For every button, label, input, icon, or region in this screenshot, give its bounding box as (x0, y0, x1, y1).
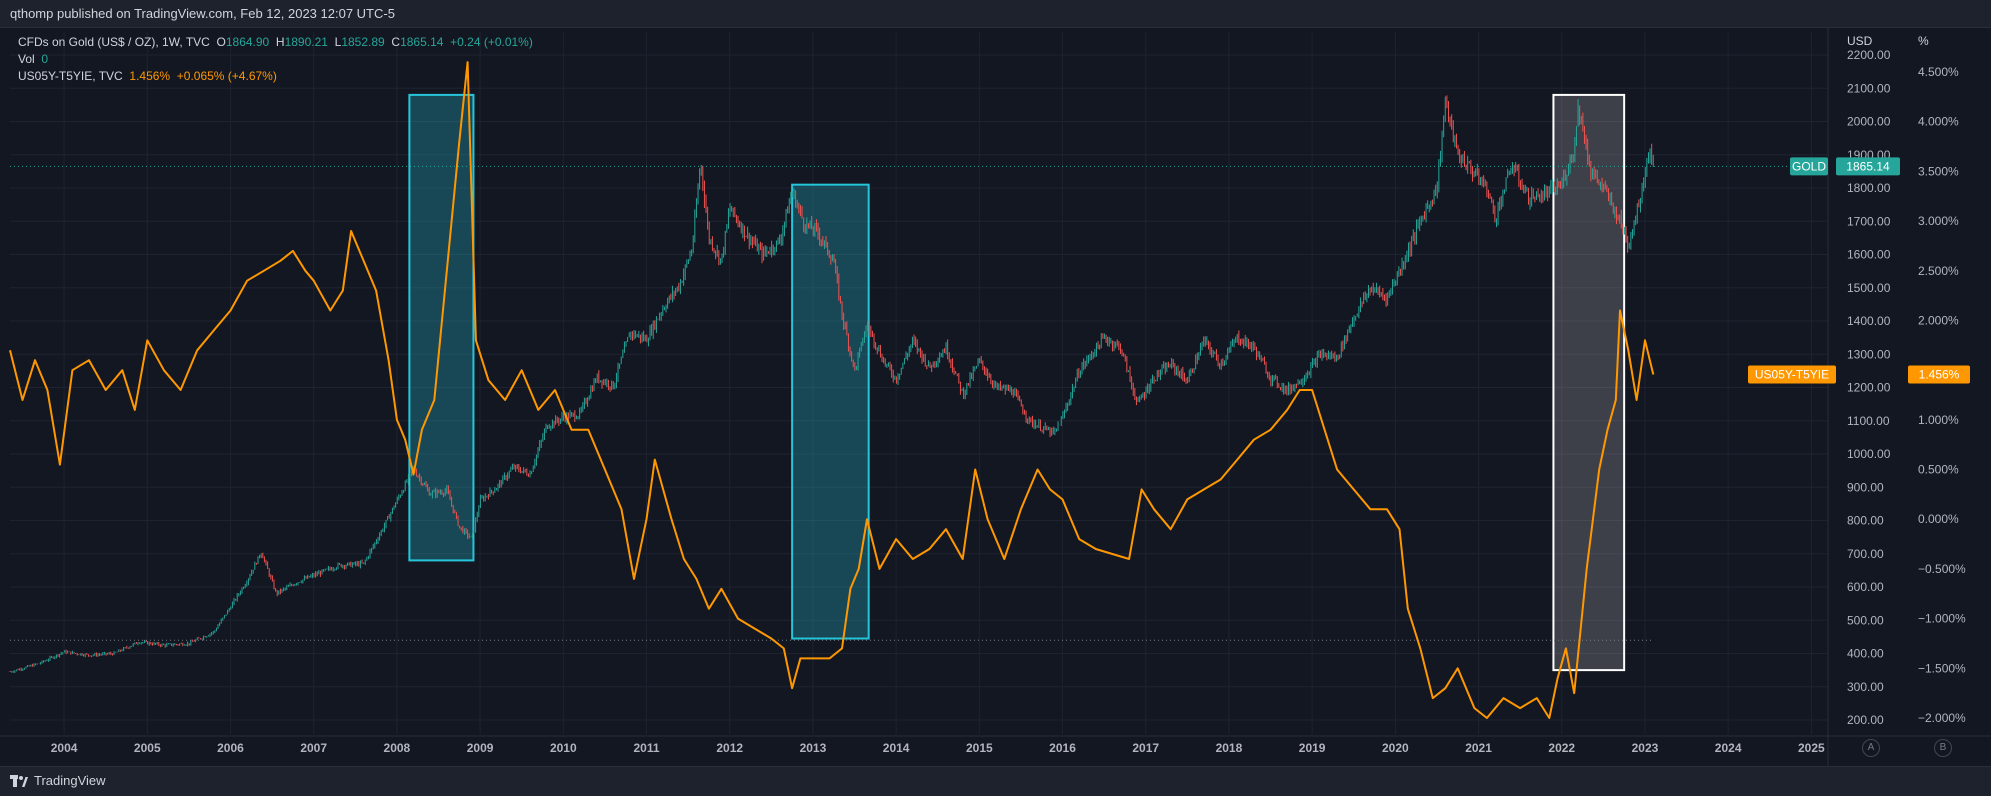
spread-tag-label-bg (1748, 365, 1836, 384)
time-tick-label: 2014 (883, 741, 910, 755)
legend-high: 1890.21 (284, 35, 328, 49)
usd-tick-label: 700.00 (1847, 547, 1884, 561)
legend-gold-name: CFDs on Gold (US$ / OZ), 1W, TVC (18, 35, 210, 49)
chart-canvas[interactable]: USD %2200.002100.002000.001900.001800.001… (0, 28, 1991, 766)
legend-low: 1852.89 (341, 35, 385, 49)
gold-candles (9, 95, 1654, 673)
time-tick-label: 2007 (300, 741, 327, 755)
pct-tick-label: 0.000% (1918, 512, 1959, 526)
pct-tick-label: 3.500% (1918, 164, 1959, 178)
pct-tick-label: 4.500% (1918, 65, 1959, 79)
pct-tick-label: 0.500% (1918, 463, 1959, 477)
tradingview-brand-text: TradingView (34, 773, 106, 788)
auto-scale-button-a[interactable]: A (1862, 739, 1880, 757)
highlight-box-3 (1552, 93, 1626, 672)
pct-tick-label: 2.000% (1918, 313, 1959, 327)
usd-tick-label: 2000.00 (1847, 115, 1891, 129)
pct-tick-label: 4.000% (1918, 115, 1959, 129)
time-tick-label: 2019 (1299, 741, 1326, 755)
spread-tag-value-bg (1908, 365, 1970, 384)
usd-tick-label: 400.00 (1847, 647, 1884, 661)
usd-tick-label: 1200.00 (1847, 381, 1891, 395)
legend-open: 1864.90 (225, 35, 270, 49)
time-tick-label: 2016 (1049, 741, 1076, 755)
legend-o-label: O (216, 35, 226, 49)
spread-tag-label: US05Y-T5YIE (1755, 368, 1829, 382)
usd-tick-label: 300.00 (1847, 680, 1884, 694)
usd-tick-label: 600.00 (1847, 580, 1884, 594)
legend-vol-label: Vol (18, 52, 35, 66)
usd-tick-label: 1100.00 (1847, 414, 1890, 428)
time-tick-label: 2022 (1548, 741, 1575, 755)
legend-gold-change: +0.24 (+0.01%) (450, 35, 533, 49)
time-tick-label: 2025 (1798, 741, 1825, 755)
legend-spread-name: US05Y-T5YIE, TVC (18, 69, 123, 83)
time-tick-label: 2009 (467, 741, 494, 755)
pct-tick-label: −1.000% (1918, 612, 1966, 626)
usd-tick-label: 1500.00 (1847, 281, 1891, 295)
usd-tick-label: 1400.00 (1847, 314, 1891, 328)
usd-tick-label: 1000.00 (1847, 447, 1891, 461)
time-tick-label: 2018 (1216, 741, 1243, 755)
pct-tick-label: −0.500% (1918, 562, 1966, 576)
usd-tick-label: 200.00 (1847, 713, 1884, 727)
legend-c-label: C (391, 35, 401, 49)
time-tick-label: 2020 (1382, 741, 1409, 755)
time-tick-label: 2005 (134, 741, 161, 755)
time-tick-label: 2010 (550, 741, 577, 755)
tradingview-logo-icon (10, 774, 28, 787)
legend-h-label: H (275, 35, 285, 49)
time-tick-label: 2023 (1632, 741, 1659, 755)
legend-spread-value: 1.456% (129, 69, 171, 83)
gold-tag-label-bg (1790, 157, 1828, 176)
time-tick-label: 2024 (1715, 741, 1742, 755)
usd-tick-label: 2200.00 (1847, 48, 1891, 62)
legend-close: 1865.14 (400, 35, 444, 49)
legend-gold-row[interactable]: CFDs on Gold (US$ / OZ), 1W, TVC O1864.9… (18, 34, 533, 51)
time-tick-label: 2015 (966, 741, 993, 755)
pct-tick-label: 1.000% (1918, 413, 1959, 427)
legend-vol-row[interactable]: Vol 0 (18, 51, 533, 68)
usd-tick-label: 1700.00 (1847, 214, 1891, 228)
spread-tag-value: 1.456% (1919, 368, 1960, 382)
usd-tick-label: 500.00 (1847, 613, 1884, 627)
usd-tick-label: 2100.00 (1847, 81, 1891, 95)
gold-tag-label: GOLD (1792, 159, 1826, 173)
usd-tick-label: 800.00 (1847, 514, 1884, 528)
time-tick-label: 2013 (800, 741, 827, 755)
time-tick-label: 2006 (217, 741, 244, 755)
usd-tick-label: 900.00 (1847, 480, 1884, 494)
gold-tag-value: 1865.14 (1846, 159, 1890, 173)
legend-vol-value: 0 (41, 52, 49, 66)
usd-tick-label: 1800.00 (1847, 181, 1891, 195)
legend-l-label: L (334, 35, 342, 49)
usd-tick-label: 1600.00 (1847, 248, 1891, 262)
time-tick-label: 2021 (1465, 741, 1492, 755)
pct-tick-label: −1.500% (1918, 661, 1966, 675)
gold-tag-value-bg (1836, 157, 1900, 176)
published-bar: qthomp published on TradingView.com, Feb… (0, 0, 1991, 28)
legend-spread-change: +0.065% (+4.67%) (176, 69, 277, 83)
chart-legend: CFDs on Gold (US$ / OZ), 1W, TVC O1864.9… (18, 34, 533, 85)
time-tick-label: 2012 (716, 741, 743, 755)
time-tick-label: 2004 (51, 741, 78, 755)
pct-axis-unit: % (1918, 34, 1929, 48)
time-tick-label: 2017 (1132, 741, 1159, 755)
usd-axis-unit: USD (1847, 34, 1873, 48)
auto-scale-button-b[interactable]: B (1934, 739, 1952, 757)
time-tick-label: 2011 (633, 741, 659, 755)
time-tick-label: 2008 (384, 741, 411, 755)
pct-tick-label: −2.000% (1918, 711, 1966, 725)
pct-tick-label: 3.000% (1918, 214, 1959, 228)
published-text: qthomp published on TradingView.com, Feb… (10, 6, 395, 21)
usd-tick-label: 1300.00 (1847, 347, 1891, 361)
tradingview-logo[interactable]: TradingView (10, 773, 106, 788)
spread-line (9, 61, 1655, 719)
legend-spread-row[interactable]: US05Y-T5YIE, TVC 1.456% +0.065% (+4.67%) (18, 68, 533, 85)
pct-tick-label: 2.500% (1918, 264, 1959, 278)
footer-bar: TradingView (0, 766, 1991, 796)
